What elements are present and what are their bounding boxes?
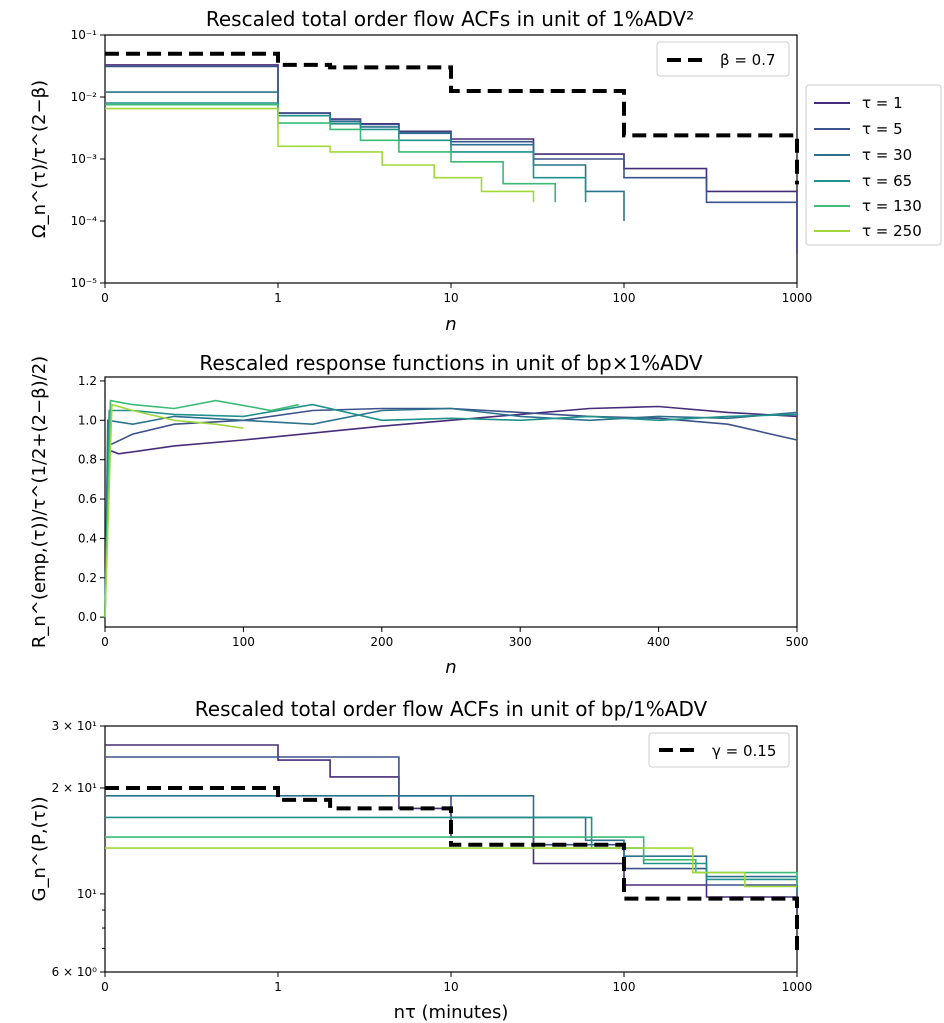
panel-acf: Rescaled total order flow ACFs in unit o… bbox=[29, 7, 812, 335]
panel-acf-reference-line bbox=[105, 51, 799, 185]
panel-propagator-reference-legend-label: γ = 0.15 bbox=[712, 742, 776, 760]
panel-propagator-series-line bbox=[105, 816, 798, 891]
panel-propagator-ticks: 0 1 10 100 1000 6 × 10⁰ 10¹ 2 × 10¹ 3 × 10¹ bbox=[52, 719, 813, 994]
panel-propagator-ytick-label: 6 × 10⁰ bbox=[52, 965, 98, 979]
panel-acf-title: Rescaled total order flow ACFs in unit o… bbox=[206, 7, 694, 31]
panel-response-frame bbox=[104, 376, 798, 628]
panel-propagator-xtick-label: 1 bbox=[274, 980, 282, 994]
panel-propagator-series-line bbox=[105, 795, 798, 887]
panel-acf-series-line bbox=[105, 65, 798, 240]
panel-response-ytick-label: 0.2 bbox=[78, 571, 97, 585]
panel-response-xtick-label: 500 bbox=[786, 635, 809, 649]
panel-acf-ytick-label: 10⁻³ bbox=[71, 152, 98, 166]
panel-propagator-xlabel: nτ (minutes) bbox=[394, 1002, 509, 1023]
panel-response-xtick-label: 100 bbox=[232, 635, 255, 649]
tau-legend-label: τ = 30 bbox=[862, 146, 912, 164]
panel-response-series bbox=[104, 399, 798, 618]
panel-propagator: Rescaled total order flow ACFs in unit o… bbox=[29, 697, 812, 1023]
panel-propagator-reference-legend: γ = 0.15 bbox=[648, 732, 790, 768]
panel-propagator-ytick-label: 3 × 10¹ bbox=[52, 719, 98, 733]
panel-propagator-xtick-label: 0 bbox=[101, 980, 109, 994]
panel-acf-series bbox=[105, 51, 799, 254]
panel-acf-ytick-label: 10⁻² bbox=[71, 90, 98, 104]
panel-propagator-ytick-label: 10¹ bbox=[77, 887, 97, 901]
panel-acf-ytick-label: 10⁻¹ bbox=[71, 28, 98, 42]
panel-acf-xtick-label: 1000 bbox=[782, 291, 813, 305]
panel-acf-reference-legend-box bbox=[656, 41, 790, 77]
panel-propagator-title: Rescaled total order flow ACFs in unit o… bbox=[195, 697, 708, 721]
panel-propagator-ytick-label: 2 × 10¹ bbox=[52, 781, 98, 795]
panel-propagator-ylabel: G_n^(P,(τ)) bbox=[29, 797, 50, 902]
panel-response-series-line bbox=[104, 399, 299, 618]
panel-propagator-series bbox=[105, 744, 799, 951]
panel-acf-xtick-label: 0 bbox=[101, 291, 109, 305]
panel-response-xtick-label: 0 bbox=[101, 635, 109, 649]
panel-propagator-reference-legend-box bbox=[648, 732, 790, 768]
tau-legend-item: τ = 130 bbox=[814, 197, 922, 215]
panel-response-ytick-label: 0.6 bbox=[78, 492, 97, 506]
panel-acf-xtick-label: 1 bbox=[274, 291, 282, 305]
panel-response-ytick-label: 1.0 bbox=[78, 413, 97, 427]
panel-acf-xlabel: n bbox=[445, 314, 456, 335]
panel-response-ticks: 0 100 200 300 400 500 0.0 0.2 0.4 0.6 0.8 1.0 1.2 bbox=[78, 374, 809, 649]
panel-response-xtick-label: 400 bbox=[647, 635, 670, 649]
panel-acf-ylabel: Ω_n^(τ)/τ^(2−β) bbox=[29, 80, 50, 238]
panel-response-xlabel: n bbox=[445, 657, 456, 678]
panel-propagator-xtick-label: 100 bbox=[613, 980, 636, 994]
panel-response-ylabel: R_n^(emp,(τ))/τ^(1/2+(2−β)/2) bbox=[29, 356, 50, 648]
panel-response-ytick-label: 0.8 bbox=[78, 453, 97, 467]
panel-acf-reference-legend-label: β = 0.7 bbox=[720, 51, 776, 69]
panel-response-series-line bbox=[104, 407, 798, 618]
panel-acf-reference-legend: β = 0.7 bbox=[656, 41, 790, 77]
tau-legend-label: τ = 1 bbox=[862, 94, 903, 112]
panel-response: Rescaled response functions in unit of b… bbox=[29, 351, 808, 678]
panel-response-series-line bbox=[104, 407, 798, 618]
tau-legend-item: τ = 65 bbox=[814, 172, 912, 190]
tau-legend-label: τ = 250 bbox=[862, 222, 922, 240]
tau-legend-item: τ = 1 bbox=[814, 94, 903, 112]
panel-response-series-line bbox=[104, 405, 798, 618]
tau-legend-item: τ = 5 bbox=[814, 120, 903, 138]
panel-acf-series-line bbox=[105, 103, 556, 203]
panel-acf-ytick-label: 10⁻⁴ bbox=[71, 214, 98, 228]
panel-acf-xtick-label: 10 bbox=[443, 291, 458, 305]
panel-acf-xtick-label: 100 bbox=[613, 291, 636, 305]
panel-propagator-xtick-label: 1000 bbox=[782, 980, 813, 994]
tau-legend-item: τ = 30 bbox=[814, 146, 912, 164]
panel-response-title: Rescaled response functions in unit of b… bbox=[199, 351, 703, 375]
panel-acf-series-line bbox=[105, 91, 625, 221]
panel-response-ytick-label: 1.2 bbox=[78, 374, 97, 388]
tau-legend-label: τ = 130 bbox=[862, 197, 922, 215]
tau-legend: τ = 1 τ = 5 τ = 30 τ = 65 τ = 130 τ = 25… bbox=[805, 84, 942, 246]
panel-response-ytick-label: 0.4 bbox=[78, 531, 97, 545]
panel-acf-ticks: 0 1 10 100 1000 10⁻⁵ 10⁻⁴ 10⁻³ 10⁻² 10⁻¹ bbox=[71, 28, 813, 305]
tau-legend-label: τ = 65 bbox=[862, 172, 912, 190]
panel-propagator-xtick-label: 10 bbox=[443, 980, 458, 994]
tau-legend-item: τ = 250 bbox=[814, 222, 922, 240]
panel-acf-ytick-label: 10⁻⁵ bbox=[71, 276, 98, 290]
panel-response-ytick-label: 0.0 bbox=[78, 610, 97, 624]
tau-legend-label: τ = 5 bbox=[862, 120, 903, 138]
panel-propagator-series-line bbox=[105, 836, 798, 885]
panel-response-series-line bbox=[104, 403, 798, 618]
panel-response-xtick-label: 200 bbox=[370, 635, 393, 649]
panel-response-xtick-label: 300 bbox=[509, 635, 532, 649]
panel-acf-series-line bbox=[105, 107, 535, 203]
panel-acf-series-line bbox=[105, 102, 587, 203]
panel-propagator-reference-line bbox=[105, 786, 799, 951]
panel-propagator-series-line bbox=[105, 847, 797, 888]
panel-response-series-line bbox=[104, 403, 244, 618]
